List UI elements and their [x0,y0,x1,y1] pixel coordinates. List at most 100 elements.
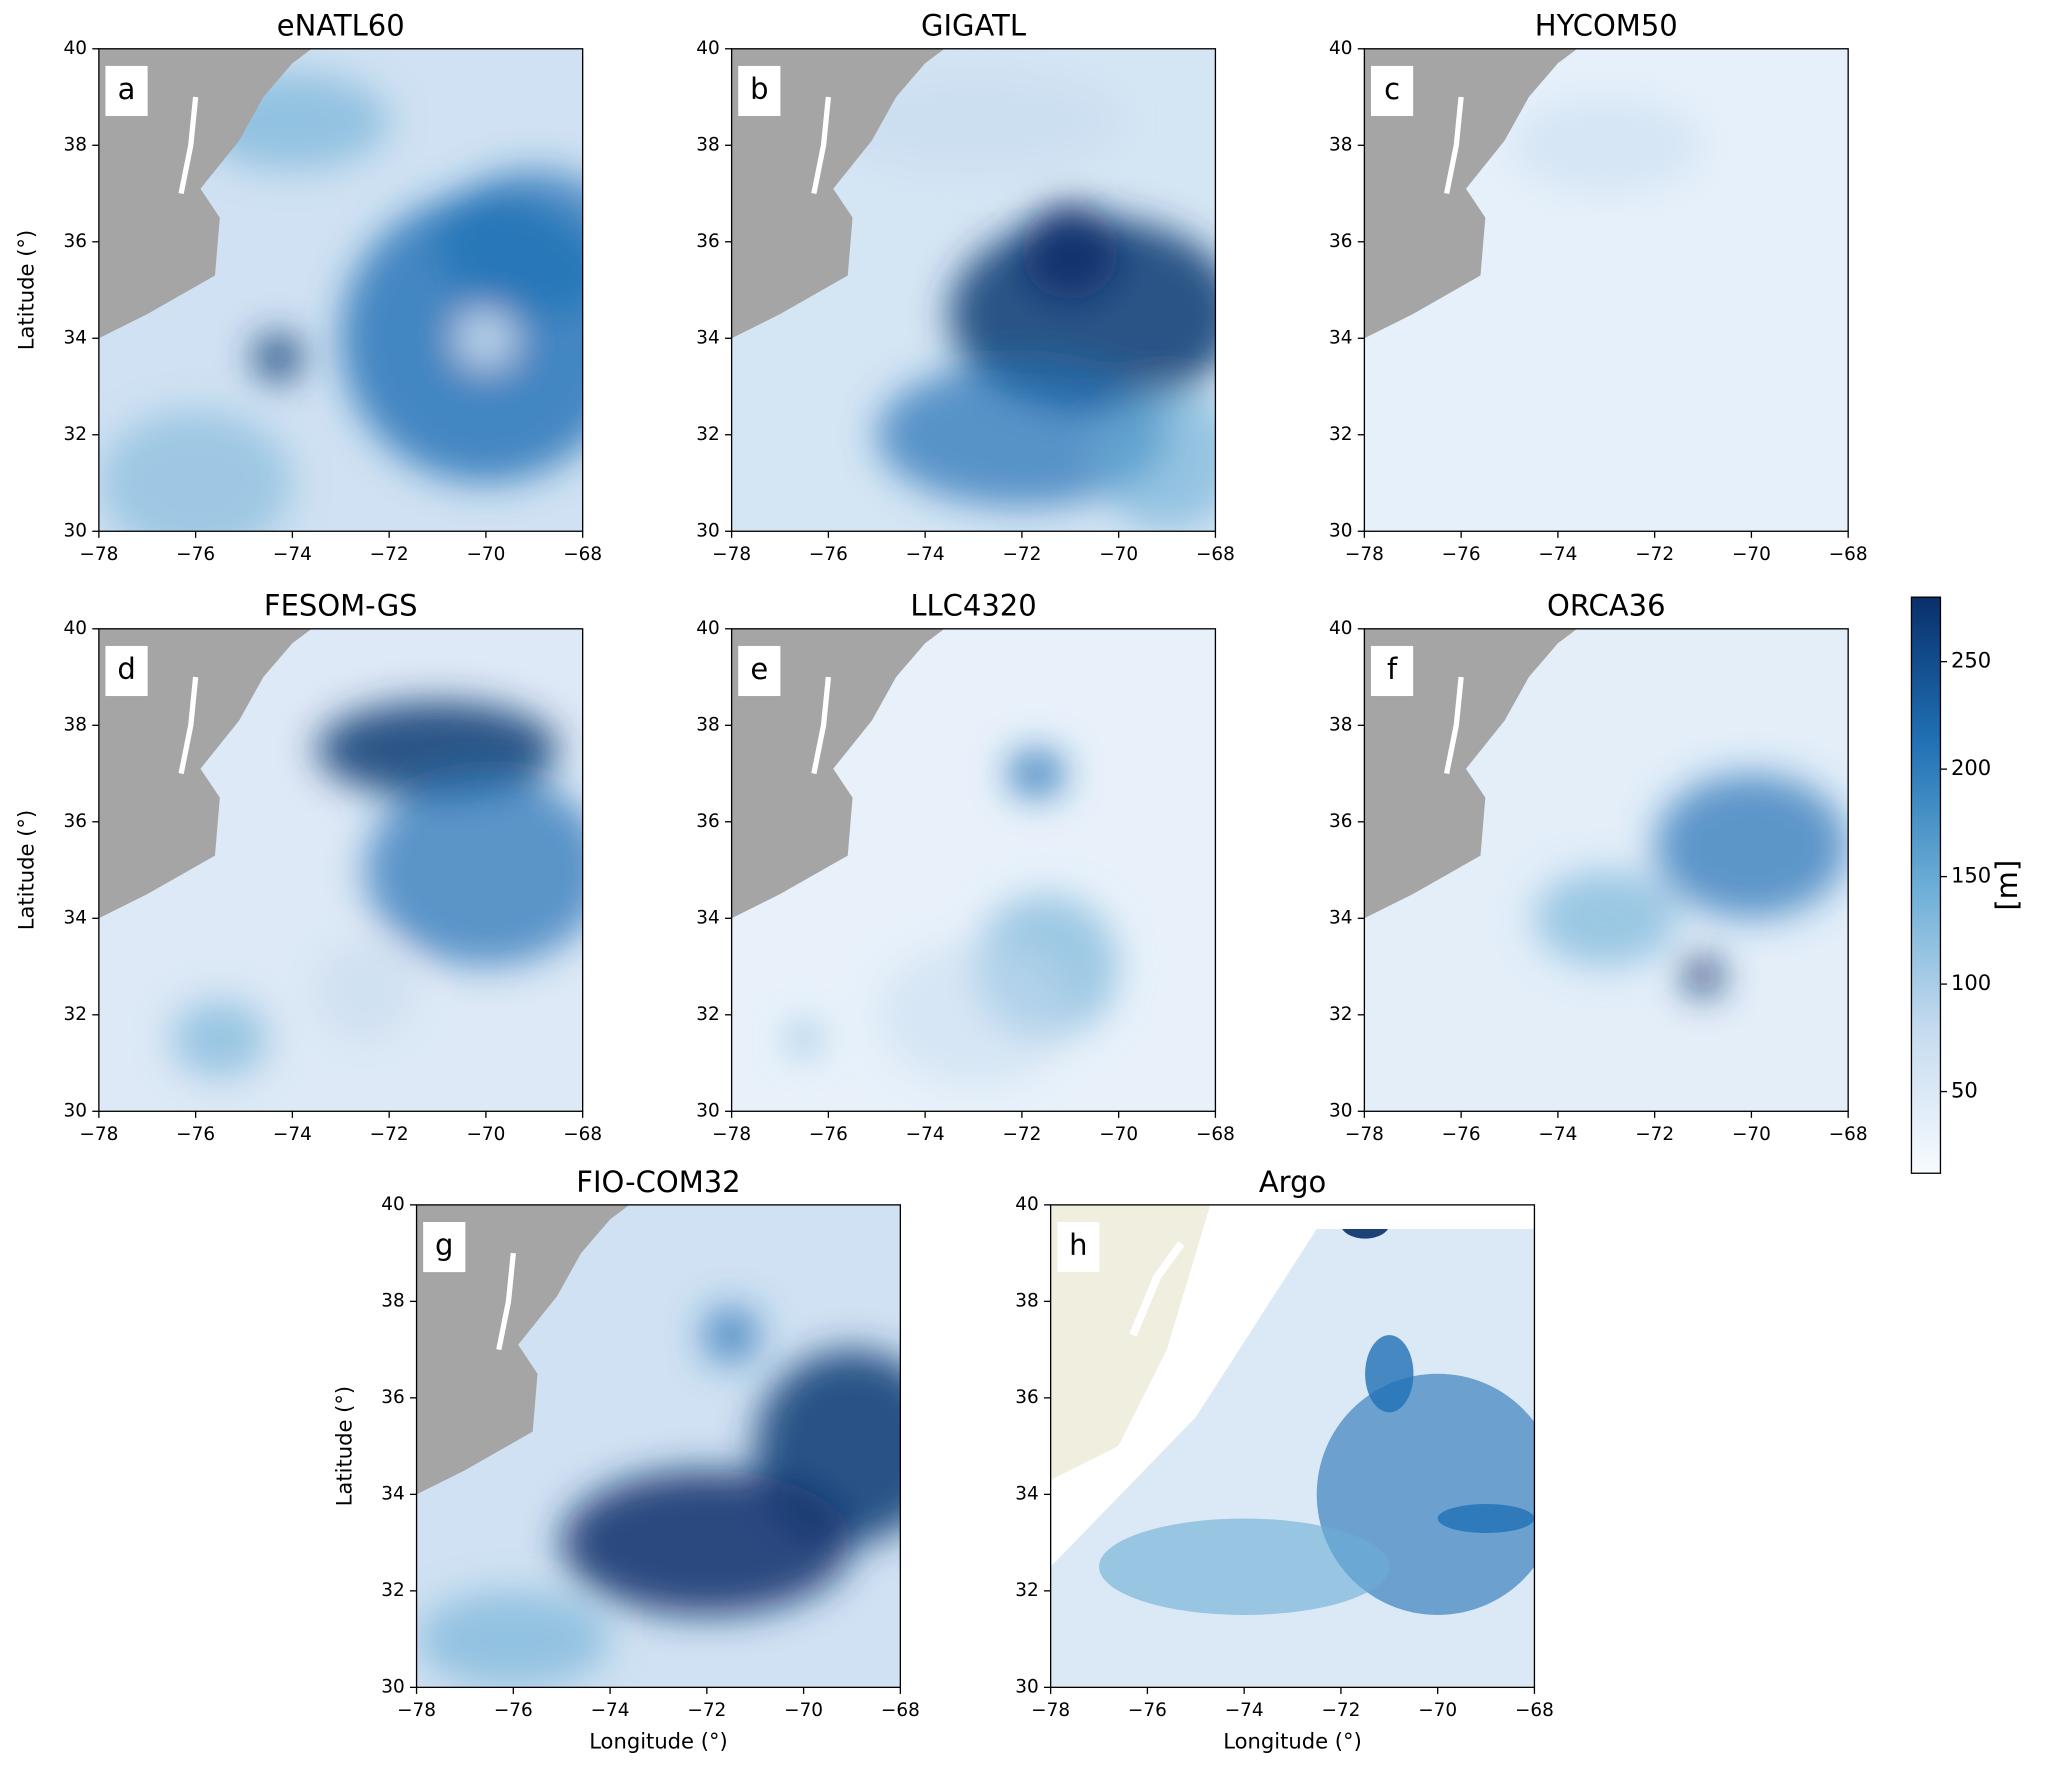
x-tick-label: −72 [370,1124,409,1145]
bay [1444,96,1464,195]
field-blob [1654,773,1849,919]
x-tick-label: −72 [1321,1700,1360,1721]
x-tick-label: −72 [687,1700,726,1721]
x-tick-label: −78 [1031,1700,1070,1721]
field-blobs [98,72,583,532]
x-tick-label: −68 [563,1124,602,1145]
panel-title: GIGATL [921,9,1026,43]
x-tick-label: −74 [273,1124,312,1145]
y-tick-label: 34 [1015,1483,1038,1504]
land [416,1204,630,1495]
y-tick-label: 36 [1329,811,1352,832]
field-blob [437,169,583,315]
bay [811,676,832,775]
y-tick-label: 40 [1015,1194,1038,1215]
x-tick-label: −68 [1515,1700,1554,1721]
axes-frame [98,628,584,1112]
axes-frame [415,1204,902,1689]
y-tick-label: 38 [64,134,87,155]
bay [178,96,199,195]
x-tick-label: −78 [1345,544,1384,565]
x-tick-label: −70 [466,544,505,565]
field-blobs [416,1306,901,1688]
field-blob [702,1306,761,1365]
field-blob [316,942,414,1039]
y-tick-label: 36 [64,231,87,252]
x-tick-label: −76 [809,544,848,565]
x-tick-label: −76 [1128,1700,1167,1721]
panel-label: g [435,1228,453,1262]
field-blob [876,942,1071,1088]
field-blob [1683,956,1723,996]
x-tick-label: −72 [1635,1124,1674,1145]
panel-label-box [1057,1222,1100,1273]
y-tick-label: 36 [696,811,719,832]
panel-label-box [1370,65,1414,117]
field-blob [1533,870,1679,967]
field-blob [949,217,1216,411]
x-tick-label: −78 [79,544,118,565]
x-axis-label: Longitude (°) [589,1729,728,1754]
land [1364,628,1578,919]
x-tick-label: −74 [273,544,312,565]
field-blobs [171,701,583,1078]
y-tick-label: 40 [64,38,87,59]
x-tick-label: −74 [906,1124,945,1145]
y-tick-label: 40 [381,1194,404,1215]
y-tick-label: 38 [64,714,87,735]
y-tick-label: 30 [696,1100,719,1121]
panel-label-box [105,65,148,117]
panel-label: a [118,72,136,106]
bay [496,1252,516,1351]
x-tick-label: −68 [881,1700,920,1721]
x-tick-label: −76 [494,1700,533,1721]
panel-label-box [1370,645,1414,697]
y-tick-label: 38 [1015,1290,1038,1311]
y-axis-label: Latitude (°) [14,810,39,930]
y-tick-label: 32 [381,1580,404,1601]
x-tick-label: −70 [1099,1124,1138,1145]
y-tick-label: 32 [1015,1580,1038,1601]
panel-label: h [1069,1228,1087,1262]
field-blob [253,333,303,382]
bay [1444,676,1464,775]
x-tick-label: −68 [1196,544,1235,565]
field-blobs [1533,773,1849,996]
panel-label-box [423,1222,466,1273]
axes-frame [1363,628,1849,1112]
land [98,48,312,339]
y-tick-label: 34 [696,907,719,928]
x-axis-label: Longitude (°) [1223,1729,1362,1754]
field-blob [171,1000,269,1078]
y-tick-label: 40 [1329,38,1352,59]
map-field [731,628,1216,1112]
map-field [98,48,583,532]
x-tick-label: −72 [1002,544,1041,565]
map-field [98,628,583,1112]
field-blob [1094,386,1216,532]
y-tick-label: 36 [1329,231,1352,252]
panel-label: c [1384,72,1400,106]
field-blob [876,362,1168,508]
field-blob [755,1349,901,1543]
field-blob [828,72,1119,170]
y-tick-label: 34 [64,907,87,928]
axes-frame [98,48,584,532]
panel-title: FESOM-GS [264,589,418,623]
x-tick-label: −68 [1829,544,1868,565]
panel-label: b [750,72,768,106]
y-tick-label: 30 [1329,520,1352,541]
map-field [1364,48,1849,532]
panel-title: ORCA36 [1547,589,1666,623]
axes-frame [730,48,1217,532]
y-tick-label: 38 [1329,714,1352,735]
x-tick-label: −78 [79,1124,118,1145]
x-tick-label: −74 [1538,1124,1577,1145]
panel-label: e [750,652,768,686]
x-tick-label: −70 [1732,544,1771,565]
x-tick-label: −70 [1099,544,1138,565]
x-tick-label: −78 [712,1124,751,1145]
x-tick-label: −74 [1538,544,1577,565]
colorbar-tick-label: 200 [1951,755,1991,780]
